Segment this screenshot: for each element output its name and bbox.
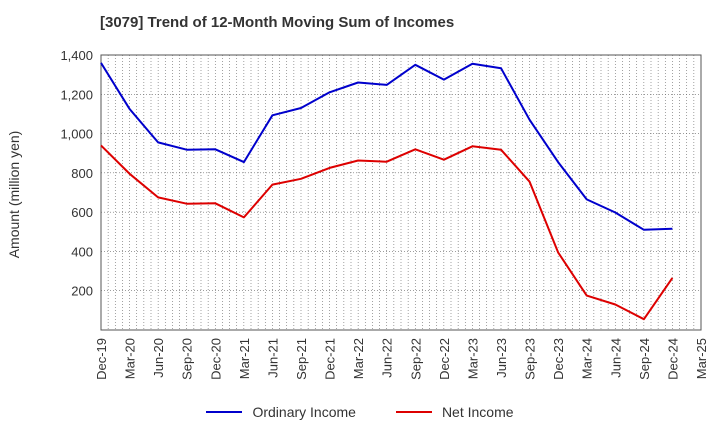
y-tick-label: 1,400	[60, 48, 93, 63]
x-tick-label: Sep-21	[294, 338, 309, 380]
x-tick-label: Dec-20	[208, 338, 223, 380]
series-line-ordinary-income	[100, 62, 673, 231]
x-tick-label: Dec-19	[94, 338, 109, 380]
x-tick-label: Mar-24	[580, 338, 595, 379]
x-tick-label: Jun-24	[608, 338, 623, 378]
chart-title: [3079] Trend of 12-Month Moving Sum of I…	[100, 14, 455, 31]
x-tick-label: Jun-22	[380, 338, 395, 378]
y-tick-label: 200	[71, 284, 93, 299]
y-tick-label: 800	[71, 166, 93, 181]
legend-label-ordinary-income: Ordinary Income	[252, 404, 356, 420]
x-tick-label: Jun-23	[494, 338, 509, 378]
legend-swatch-net-income	[395, 411, 432, 413]
x-tick-label: Mar-25	[694, 338, 709, 379]
line-chart: 200 400 600 800 1,000 1,200 1,400 Dec-19 Mar-20…	[6, 48, 709, 380]
x-tick-label: Sep-24	[637, 338, 652, 380]
y-axis-label: Amount (million yen)	[6, 131, 22, 259]
legend-swatch-ordinary-income	[206, 411, 243, 413]
y-tick-label: 1,000	[60, 127, 93, 142]
x-tick-label: Dec-23	[551, 338, 566, 380]
y-axis-ticks: 200 400 600 800 1,000 1,200 1,400	[60, 48, 93, 299]
x-tick-label: Dec-21	[323, 338, 338, 380]
x-axis-ticks: Dec-19 Mar-20 Jun-20 Sep-20 Dec-20 Mar-21 Jun-…	[94, 338, 709, 380]
x-tick-label: Jun-21	[265, 338, 280, 378]
x-tick-label: Sep-23	[523, 338, 538, 380]
x-tick-label: Sep-22	[408, 338, 423, 380]
legend: Ordinary Income Net Income	[0, 404, 720, 420]
legend-item-net-income: Net Income	[395, 404, 514, 420]
x-tick-label: Dec-24	[665, 338, 680, 380]
y-tick-label: 1,200	[60, 87, 93, 102]
y-tick-label: 400	[71, 244, 93, 259]
legend-label-net-income: Net Income	[441, 404, 514, 420]
grid	[101, 54, 701, 330]
x-tick-label: Mar-22	[351, 338, 366, 379]
x-tick-label: Mar-20	[123, 338, 138, 379]
x-tick-label: Dec-22	[437, 338, 452, 380]
series-lines	[100, 62, 674, 321]
x-tick-label: Mar-21	[237, 338, 252, 379]
x-tick-label: Jun-20	[151, 338, 166, 378]
legend-item-ordinary-income: Ordinary Income	[206, 404, 356, 420]
x-tick-label: Sep-20	[180, 338, 195, 380]
x-tick-label: Mar-23	[465, 338, 480, 379]
plot-area	[100, 54, 702, 331]
series-line-net-income	[100, 144, 674, 321]
y-tick-label: 600	[71, 205, 93, 220]
